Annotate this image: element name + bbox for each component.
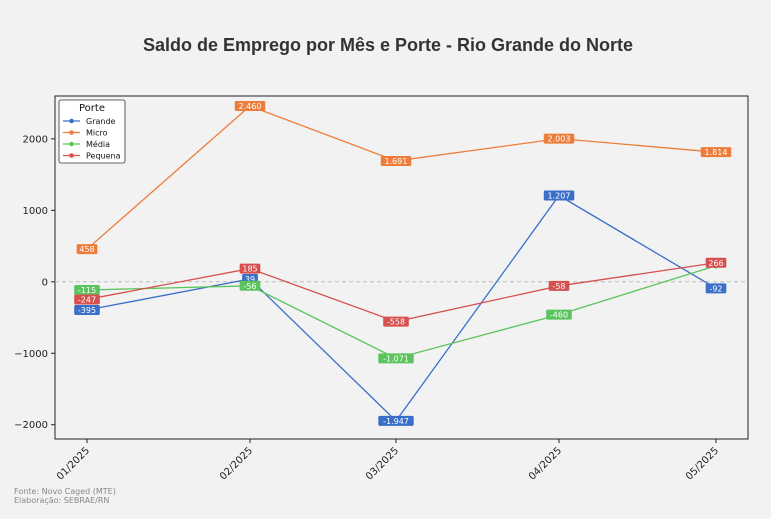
data-label-media: -56 (243, 282, 256, 291)
data-label-media: -460 (550, 311, 568, 320)
x-tick-label: 05/2025 (684, 445, 721, 482)
data-label-bg-grande (378, 415, 414, 426)
y-tick-label: 0 (42, 277, 48, 288)
legend-title: Porte (79, 103, 105, 114)
x-tick-label: 02/2025 (218, 445, 255, 482)
data-label-bg-pequena (239, 263, 261, 274)
legend-box (58, 99, 126, 164)
data-label-micro: 1.814 (705, 148, 728, 157)
data-label-grande: -1.947 (383, 417, 409, 426)
data-label-media: -115 (78, 286, 96, 295)
y-tick-label: 2000 (23, 134, 48, 145)
data-label-bg-pequena (74, 294, 100, 305)
data-label-bg-micro (700, 147, 732, 158)
data-label-media: -1.071 (383, 354, 409, 363)
source-note: Fonte: Novo Caged (MTE) (14, 487, 116, 496)
legend-marker-micro (69, 130, 74, 135)
x-tick-label: 04/2025 (527, 445, 564, 482)
legend-label-pequena: Pequena (86, 152, 121, 161)
data-label-bg-pequena (383, 316, 409, 327)
series-lines (86, 105, 717, 422)
data-label-bg-micro (543, 133, 575, 144)
data-label-pequena: 266 (708, 259, 723, 268)
data-label-bg-grande (705, 283, 727, 294)
data-label-grande: -92 (709, 284, 722, 293)
y-axis: 2000 1000 0 −1000 −2000 (14, 134, 55, 431)
data-label-micro: 1.691 (385, 157, 408, 166)
data-labels: -395 39 -1.947 1.207 -92 458 2.460 1.691 2.003 1.… (74, 101, 732, 426)
data-label-bg-pequena (548, 280, 570, 291)
data-label-grande: 1.207 (548, 192, 571, 201)
series-line-grande (86, 194, 717, 422)
data-label-bg-media (378, 353, 414, 364)
data-label-bg-micro (76, 244, 98, 255)
credit-note: Elaboração: SEBRAE/RN (14, 496, 109, 505)
data-label-micro: 458 (79, 245, 94, 254)
legend-label-grande: Grande (86, 117, 116, 126)
data-label-pequena: -58 (552, 282, 565, 291)
legend-label-media: Média (86, 139, 110, 149)
data-label-bg-pequena (705, 257, 727, 268)
series-line-media (86, 265, 717, 360)
data-label-bg-grande (74, 305, 100, 316)
legend-marker-pequena (69, 153, 74, 158)
y-tick-label: −2000 (14, 420, 48, 431)
data-label-pequena: -558 (387, 318, 405, 327)
data-label-grande: 39 (245, 275, 255, 284)
y-tick-label: −1000 (14, 349, 48, 360)
plot-frame (54, 95, 749, 440)
data-label-pequena: -247 (78, 295, 96, 304)
legend-marker-media (69, 141, 74, 147)
legend-marker-grande (69, 118, 74, 124)
data-label-bg-grande (543, 190, 575, 201)
data-label-grande: -395 (78, 306, 96, 315)
x-axis: 01/2025 02/2025 03/2025 04/2025 05/2025 (55, 439, 721, 482)
series-points (84, 103, 719, 424)
data-label-bg-media (74, 285, 100, 296)
x-tick-label: 03/2025 (364, 445, 401, 482)
data-label-micro: 2.460 (239, 102, 262, 111)
data-label-bg-micro (380, 155, 412, 166)
data-label-bg-micro (234, 101, 266, 112)
data-label-pequena: 185 (242, 265, 257, 274)
legend-label-micro: Micro (86, 129, 108, 138)
data-label-bg-media (546, 309, 572, 320)
data-label-micro: 2.003 (548, 135, 571, 144)
series-line-micro (86, 105, 717, 250)
data-label-bg-media (239, 280, 261, 291)
y-tick-label: 1000 (23, 206, 48, 217)
chart-title: Saldo de Emprego por Mês e Porte - Rio G… (143, 35, 633, 55)
x-tick-label: 01/2025 (55, 445, 92, 482)
